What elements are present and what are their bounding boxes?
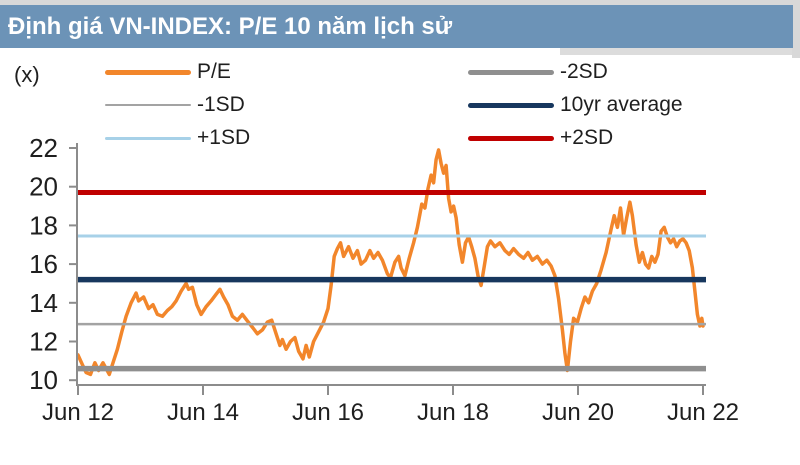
x-tick-label: Jun 18 [417,399,489,426]
y-tick-label: 16 [29,249,58,279]
legend-item-plus1sd: +1SD [105,125,250,151]
y-tick-label: 18 [29,210,58,240]
plus1sd-line-swatch [105,136,191,140]
page-edge-top [0,0,800,5]
pe-line [76,148,705,377]
legend-label: 10yr average [560,93,683,116]
average-line-swatch [468,102,554,108]
y-tick-label: 20 [29,172,58,202]
x-tick-label: Jun 12 [42,399,114,426]
title-bar-shadow [560,48,792,55]
x-tick-label: Jun 22 [667,399,739,426]
x-tick-label: Jun 20 [542,399,614,426]
y-tick-label: 10 [29,365,58,395]
x-tick-label: Jun 16 [292,399,364,426]
legend-item-minus1sd: -1SD [105,92,245,118]
legend-item-pe: P/E [105,59,231,85]
y-tick-label: 22 [29,133,58,163]
legend-item-minus2sd: -2SD [468,59,608,85]
x-tick-label: Jun 14 [167,399,239,426]
legend-label: +2SD [560,126,614,149]
legend-label: +1SD [197,126,251,149]
y-tick-label: 12 [29,327,58,357]
chart-title-bar: Định giá VN-INDEX: P/E 10 năm lịch sử [0,5,793,48]
legend-label: -1SD [197,93,245,116]
minus1sd-line-swatch [105,104,191,106]
plus2sd-line-swatch [468,135,554,141]
pe-line-swatch [105,69,191,75]
page-edge-right [792,0,800,58]
chart-title: Định giá VN-INDEX: P/E 10 năm lịch sử [8,13,453,40]
legend-item-average: 10yr average [468,92,683,118]
y-tick-label: 14 [29,288,58,318]
minus2sd-line-swatch [468,69,554,75]
legend-label: P/E [197,60,231,83]
legend-label: -2SD [560,60,608,83]
y-axis-unit-label: (x) [14,62,40,87]
legend-item-plus2sd: +2SD [468,125,613,151]
